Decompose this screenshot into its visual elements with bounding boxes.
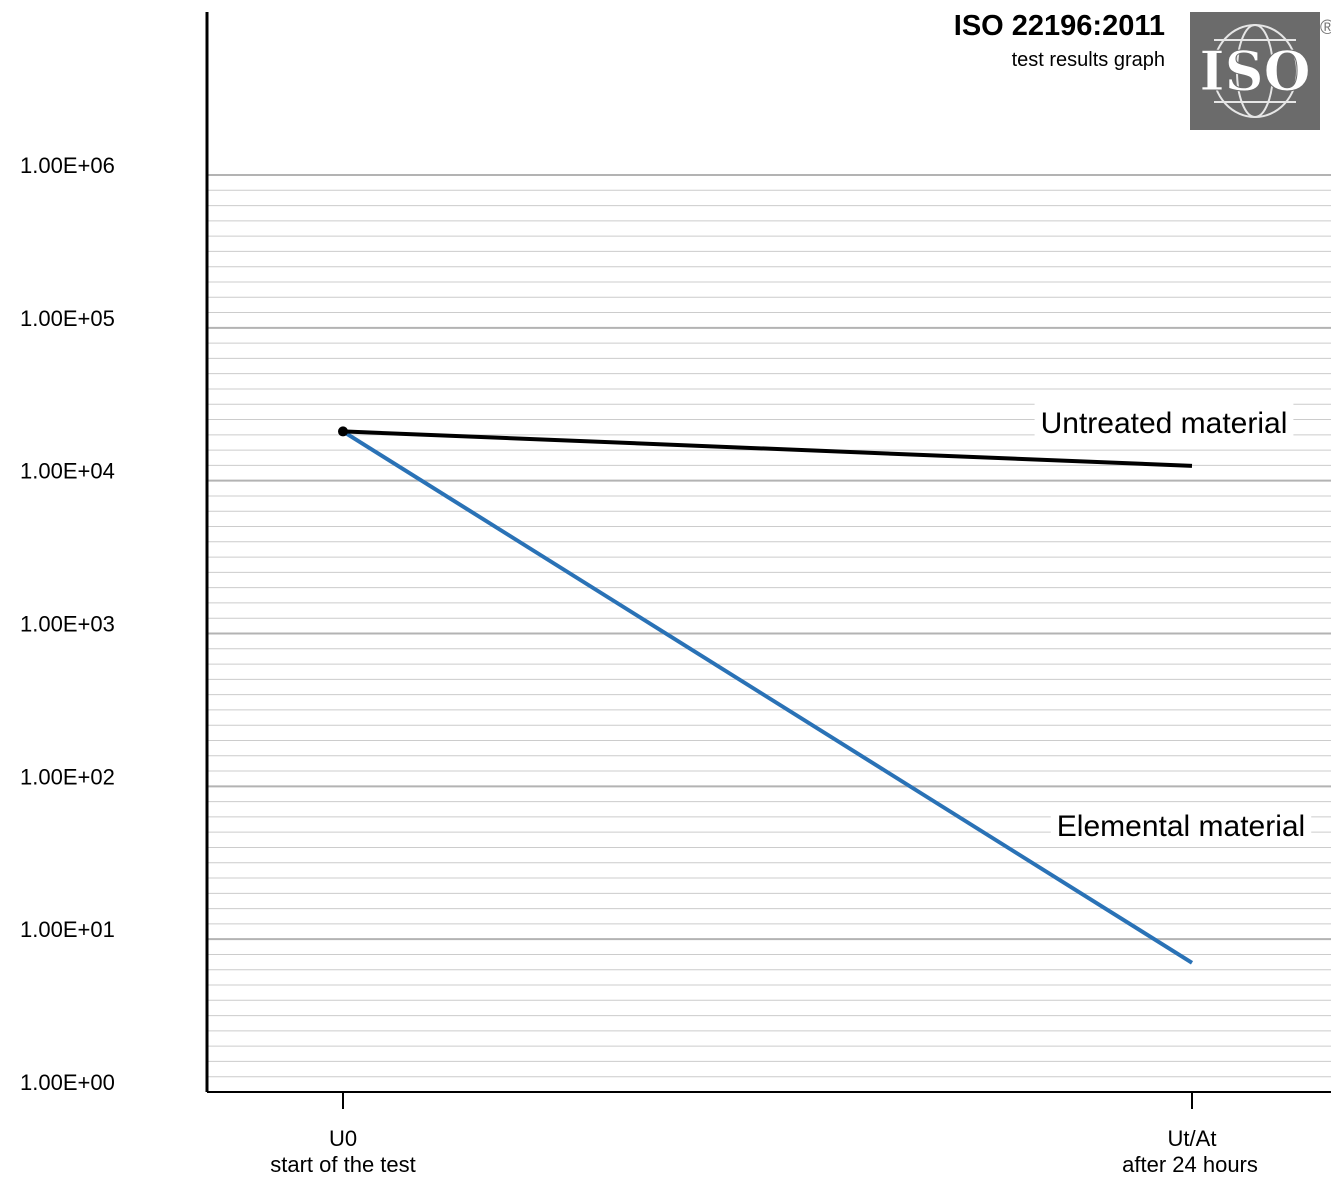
start-point-marker [338,426,348,437]
y-tick-label: 1.00E+03 [20,612,115,637]
y-tick-label: 1.00E+05 [20,306,115,331]
series-label-background [1050,806,1312,847]
x-tick-label-code: Ut/At [1168,1126,1217,1151]
x-tick-label-desc: start of the test [270,1152,416,1177]
chart-subtitle: test results graph [1012,49,1165,71]
chart-title: ISO 22196:2011 [954,10,1165,42]
series-line-untreated-material [342,429,1193,468]
y-tick-label: 1.00E+02 [20,764,115,789]
y-tick-label: 1.00E+00 [20,1070,115,1095]
series-label: Elemental material [1057,810,1305,843]
series-label-group: Untreated material [1034,403,1294,444]
x-tick-label-desc: after 24 hours [1122,1152,1258,1177]
y-axis-ticks: 1.00E+06 1.00E+05 1.00E+04 1.00E+03 1.00E+02… [20,153,115,1095]
registered-mark: ® [1320,17,1331,39]
x-tick-label-code: U0 [329,1126,357,1151]
series-lines: Untreated material Elemental material [338,403,1312,965]
y-tick-label: 1.00E+04 [20,459,115,484]
series-label: Untreated material [1041,407,1288,440]
iso-globe-logo-icon: ISO [1190,12,1320,130]
series-label-group: Elemental material [1050,806,1312,847]
y-tick-label: 1.00E+01 [20,917,115,942]
logo-text: ISO [1199,39,1310,103]
series-label-background [1034,403,1294,444]
y-tick-label: 1.00E+06 [20,153,115,178]
series-line-elemental-material [341,429,1194,965]
gridlines [207,174,1331,1078]
